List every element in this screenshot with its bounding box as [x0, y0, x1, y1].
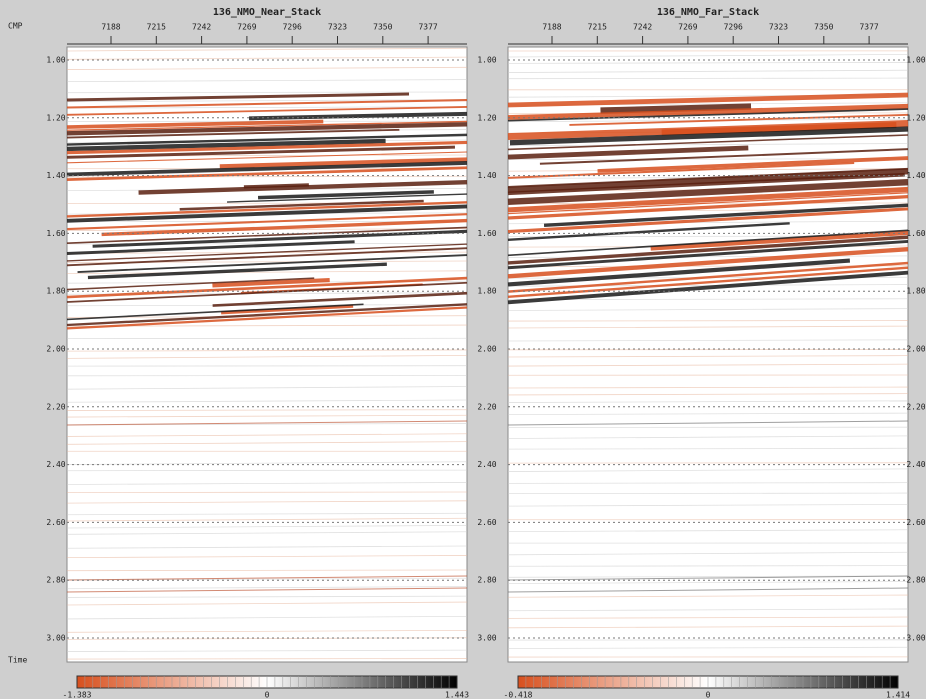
- cmp-label: 7350: [814, 23, 833, 32]
- time-label: 2.00: [477, 345, 496, 354]
- time-label: 1.40: [906, 171, 925, 180]
- cmp-label: 7215: [147, 23, 166, 32]
- cmp-label: 7269: [237, 23, 256, 32]
- cmp-label: 7296: [724, 23, 743, 32]
- time-label: 1.60: [46, 229, 65, 238]
- time-label: 2.80: [477, 576, 496, 585]
- time-label: 2.60: [906, 518, 925, 527]
- time-label: 2.80: [46, 576, 65, 585]
- time-label: 1.80: [46, 287, 65, 296]
- time-label: 3.00: [46, 634, 65, 643]
- cmp-label: 7377: [859, 23, 878, 32]
- time-label: 2.40: [46, 460, 65, 469]
- cmp-label: 7188: [101, 23, 120, 32]
- time-label: 1.80: [477, 287, 496, 296]
- time-label: 2.40: [906, 460, 925, 469]
- panel-title: 136_NMO_Near_Stack: [213, 7, 321, 18]
- cmp-label: 7350: [373, 23, 392, 32]
- time-label: 1.60: [906, 229, 925, 238]
- time-label: 1.80: [906, 287, 925, 296]
- colorbar-label: 1.443: [445, 691, 469, 699]
- time-label: 1.00: [906, 56, 925, 65]
- colorbar-label: -1.383: [63, 691, 92, 699]
- cmp-label: 7377: [418, 23, 437, 32]
- time-axis-label: Time: [8, 656, 27, 665]
- cmp-label: 7242: [192, 23, 211, 32]
- time-label: 2.20: [46, 402, 65, 411]
- colorbar-label: -0.418: [504, 691, 533, 699]
- time-label: 3.00: [906, 634, 925, 643]
- time-label: 1.00: [477, 56, 496, 65]
- time-label: 2.00: [46, 345, 65, 354]
- time-label: 2.00: [906, 345, 925, 354]
- cmp-label: 7269: [678, 23, 697, 32]
- colorbar-label: 1.414: [886, 691, 910, 699]
- time-label: 2.20: [477, 402, 496, 411]
- cmp-label: 7296: [283, 23, 302, 32]
- seismic-viewer: CMP Time 136_NMO_Near_Stack 7188 7215 7242 7…: [0, 0, 926, 699]
- time-label: 1.20: [46, 113, 65, 122]
- time-label: 2.40: [477, 460, 496, 469]
- colorbar-label: 0: [706, 691, 711, 699]
- time-label: 1.00: [46, 56, 65, 65]
- time-label: 1.20: [906, 113, 925, 122]
- cmp-label: 7242: [633, 23, 652, 32]
- time-label: 1.20: [477, 113, 496, 122]
- time-label: 1.40: [46, 171, 65, 180]
- time-label: 2.60: [46, 518, 65, 527]
- trace: [67, 470, 467, 471]
- colorbar-label: 0: [265, 691, 270, 699]
- time-label: 1.60: [477, 229, 496, 238]
- time-label: 2.20: [906, 402, 925, 411]
- cmp-label: 7188: [542, 23, 561, 32]
- time-label: 2.80: [906, 576, 925, 585]
- cmp-label: 7323: [769, 23, 788, 32]
- cmp-label: 7215: [588, 23, 607, 32]
- time-label: 2.60: [477, 518, 496, 527]
- trace: [508, 493, 908, 494]
- time-label: 3.00: [477, 634, 496, 643]
- panel-title: 136_NMO_Far_Stack: [657, 7, 759, 18]
- cmp-axis-label: CMP: [8, 22, 23, 31]
- time-label: 1.40: [477, 171, 496, 180]
- cmp-label: 7323: [328, 23, 347, 32]
